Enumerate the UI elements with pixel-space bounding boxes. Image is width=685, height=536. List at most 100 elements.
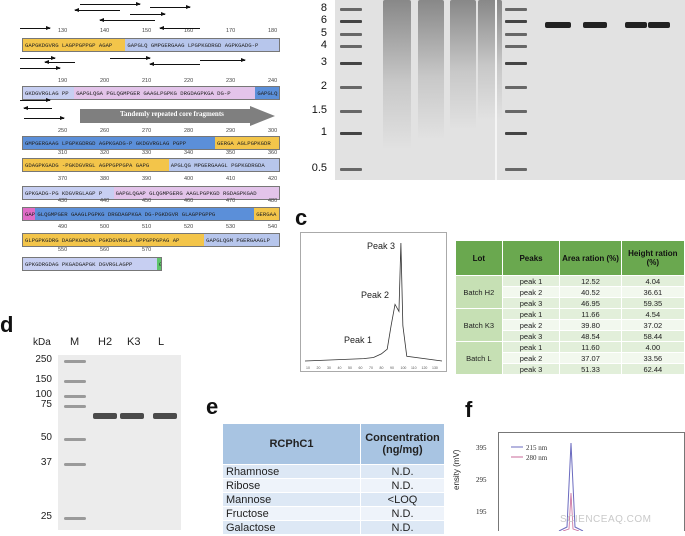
composition-row: Mannose <LOQ xyxy=(222,492,445,507)
tandem-label: Tandemly repeated core fragments xyxy=(120,110,224,118)
lot-table-row: peak 2 39.80 37.02 xyxy=(456,319,685,331)
sequence-segment: GAPGLQ GMPGERGAAG LPGPKGDRGD AGPKGADG-P xyxy=(125,39,279,51)
sequence-position-row: 490 500 510 520 530 540 xyxy=(22,224,282,232)
sequence-segment: GPKGDRGDAG PKGADGAPGK DGVRGLAGPP xyxy=(23,258,157,270)
panel-label-c: c xyxy=(295,205,308,230)
sequence-position: 300 xyxy=(268,128,278,134)
protein-band xyxy=(120,413,144,419)
marker-band xyxy=(505,8,527,11)
lot-table-row: Batch K3 peak 1 11.66 4.54 xyxy=(455,308,685,342)
marker-band xyxy=(340,110,362,113)
lot-table-cell: 40.52 xyxy=(559,286,622,298)
lot-table-cell: 59.35 xyxy=(620,297,685,309)
lot-table-row: peak 3 48.54 58.44 xyxy=(456,330,685,342)
sequence-position: 310 xyxy=(58,150,68,156)
primer-arrow xyxy=(20,56,56,60)
sequence-position: 380 xyxy=(100,176,110,182)
sequence-position-row: 370 380 390 400 410 420 xyxy=(22,176,282,184)
sequence-position: 150 xyxy=(142,28,152,34)
sugar-concentration: N.D. xyxy=(360,478,445,493)
sequence-position: 320 xyxy=(100,150,110,156)
lot-table-row: peak 3 51.33 62.44 xyxy=(456,363,685,375)
primer-arrow xyxy=(80,2,141,6)
chrom-x-tick: 80 xyxy=(380,366,384,370)
ladder-band xyxy=(64,438,86,441)
chrom-x-tick: 50 xyxy=(348,366,352,370)
sequence-position: 190 xyxy=(58,78,68,84)
lot-table-row: peak 2 37.07 33.56 xyxy=(456,352,685,364)
lot-table-cell: 11.60 xyxy=(559,341,622,353)
sequence-position: 540 xyxy=(268,224,278,230)
peak-label: Peak 1 xyxy=(344,335,372,345)
lot-table-cell: 36.61 xyxy=(620,286,685,298)
sequence-segment: GAPGLQ xyxy=(255,87,279,99)
dna-band xyxy=(545,22,571,28)
primer-arrow xyxy=(20,66,61,70)
sequence-position: 200 xyxy=(100,78,110,84)
sugar-concentration: N.D. xyxy=(360,506,445,521)
sequence-position: 130 xyxy=(58,28,68,34)
lot-table-cell: peak 3 xyxy=(501,330,561,342)
marker-size-label: 6 xyxy=(320,14,327,26)
sequence-position-row: 190 200 210 220 230 240 xyxy=(22,78,282,86)
sequence-position: 260 xyxy=(100,128,110,134)
sequence-segment: GERGAA xyxy=(254,208,279,220)
sequence-position: 400 xyxy=(184,176,194,182)
kda-marker-label: 250 xyxy=(35,354,52,365)
sequence-position: 210 xyxy=(142,78,152,84)
sequence-position: 290 xyxy=(226,128,236,134)
chrom-x-tick: 60 xyxy=(359,366,363,370)
sequence-position-row: 310 320 330 340 350 360 xyxy=(22,150,282,158)
composition-row: Fructose N.D. xyxy=(222,506,445,521)
marker-band xyxy=(505,86,527,89)
marker-band xyxy=(340,33,362,36)
sugar-name: Galactose xyxy=(222,520,361,535)
lot-table-cell: peak 1 xyxy=(501,275,561,287)
marker-size-label: 4 xyxy=(320,39,327,51)
sequence-position: 350 xyxy=(226,150,236,156)
sequence-position: 280 xyxy=(184,128,194,134)
hplc-y-tick: 195 xyxy=(476,508,487,516)
tandem-arrow: Tandemly repeated core fragments xyxy=(80,106,275,126)
hplc-y-tick: 295 xyxy=(476,476,487,484)
sequence-position: 180 xyxy=(268,28,278,34)
kda-marker-label: 75 xyxy=(40,399,52,410)
sds-gel xyxy=(58,355,181,530)
lot-cell: Batch H2 xyxy=(455,275,503,309)
gel-divider xyxy=(495,0,497,180)
sequence-position: 370 xyxy=(58,176,68,182)
marker-band xyxy=(340,168,362,171)
lot-table-cell: peak 3 xyxy=(501,363,561,375)
sugar-name: Rhamnose xyxy=(222,464,361,479)
sequence-segment: GAPGLQGAP GLQGMPGERG AAGLPGPKGD RGDAGPKG… xyxy=(113,187,279,199)
chromatogram-plot: 10 20 30 40 50 60 70 80 90 100 110 120 130 Peak 3 Peak… xyxy=(304,241,443,370)
lot-table-cell: 48.54 xyxy=(559,330,622,342)
primer-arrow xyxy=(159,26,200,30)
composition-row: Galactose N.D. xyxy=(222,520,445,535)
sequence-position: 330 xyxy=(142,150,152,156)
lot-table-cell: 4.00 xyxy=(620,341,685,353)
marker-size-label: 1 xyxy=(320,126,327,138)
sequence-position: 410 xyxy=(226,176,236,182)
dna-band xyxy=(625,22,647,28)
lot-table-cell: 37.02 xyxy=(620,319,685,331)
sequence-position: 530 xyxy=(226,224,236,230)
composition-table-body: Rhamnose N.D. Ribose N.D. Mannose <LOQ Fructos… xyxy=(222,464,445,535)
sequence-position-row: 130 140 150 160 170 180 xyxy=(22,28,282,36)
marker-band xyxy=(340,86,362,89)
panel-label-e: e xyxy=(206,394,219,419)
protein-band xyxy=(93,413,117,419)
sequence-segment: GPKGADG-PG KDGVRGLAGP P xyxy=(23,187,114,199)
lot-table-cell: 4.54 xyxy=(620,308,685,320)
marker-size-label: 2 xyxy=(320,80,327,92)
lot-table-row: Batch H2 peak 1 12.52 4.04 xyxy=(455,275,685,309)
lot-table-cell: peak 2 xyxy=(501,286,561,298)
marker-size-label: 3 xyxy=(320,56,327,68)
sequence-position: 270 xyxy=(142,128,152,134)
lane-label: H2 xyxy=(98,336,113,348)
sequence-row: GAP GLQGMPGER GAAGLPGPKG DRGDAGPKGA DG-PG… xyxy=(22,207,280,221)
kda-label: kDa xyxy=(33,337,51,348)
dna-band xyxy=(648,22,670,28)
chrom-x-tick: 40 xyxy=(338,366,342,370)
